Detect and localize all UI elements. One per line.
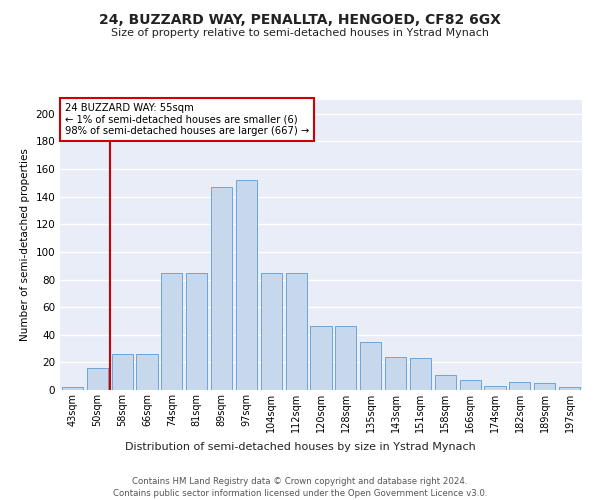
Bar bbox=[484, 386, 506, 390]
Bar bbox=[335, 326, 356, 390]
Bar bbox=[112, 354, 133, 390]
Text: Size of property relative to semi-detached houses in Ystrad Mynach: Size of property relative to semi-detach… bbox=[111, 28, 489, 38]
Bar bbox=[385, 357, 406, 390]
Bar bbox=[360, 342, 381, 390]
Bar bbox=[136, 354, 158, 390]
Text: 24 BUZZARD WAY: 55sqm
← 1% of semi-detached houses are smaller (6)
98% of semi-d: 24 BUZZARD WAY: 55sqm ← 1% of semi-detac… bbox=[65, 103, 310, 136]
Text: 24, BUZZARD WAY, PENALLTA, HENGOED, CF82 6GX: 24, BUZZARD WAY, PENALLTA, HENGOED, CF82… bbox=[99, 12, 501, 26]
Bar bbox=[261, 272, 282, 390]
Bar bbox=[460, 380, 481, 390]
Bar bbox=[509, 382, 530, 390]
Text: Distribution of semi-detached houses by size in Ystrad Mynach: Distribution of semi-detached houses by … bbox=[125, 442, 475, 452]
Bar bbox=[559, 387, 580, 390]
Bar bbox=[286, 272, 307, 390]
Y-axis label: Number of semi-detached properties: Number of semi-detached properties bbox=[20, 148, 30, 342]
Bar bbox=[211, 187, 232, 390]
Bar bbox=[435, 375, 456, 390]
Bar bbox=[62, 387, 83, 390]
Text: Contains public sector information licensed under the Open Government Licence v3: Contains public sector information licen… bbox=[113, 489, 487, 498]
Bar bbox=[161, 272, 182, 390]
Bar bbox=[236, 180, 257, 390]
Bar bbox=[186, 272, 207, 390]
Text: Contains HM Land Registry data © Crown copyright and database right 2024.: Contains HM Land Registry data © Crown c… bbox=[132, 478, 468, 486]
Bar bbox=[534, 383, 555, 390]
Bar bbox=[310, 326, 332, 390]
Bar bbox=[410, 358, 431, 390]
Bar bbox=[87, 368, 108, 390]
